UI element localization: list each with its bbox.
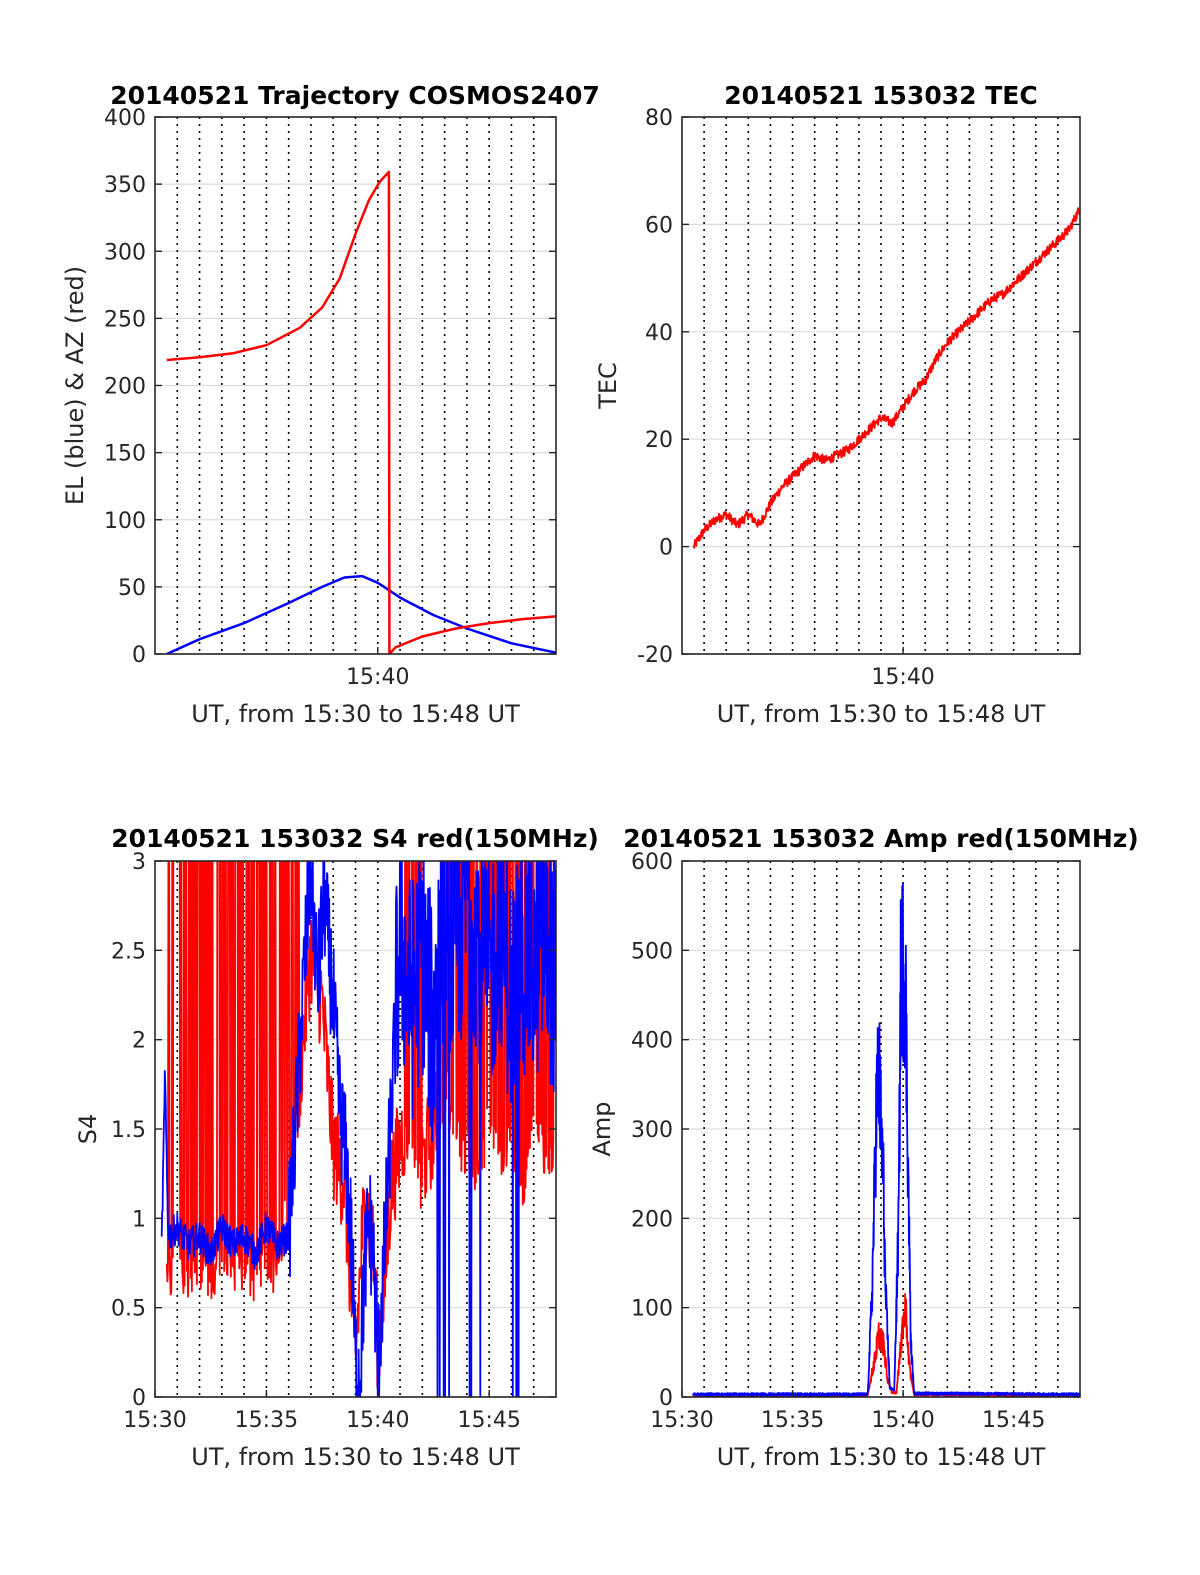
y-tick-label: 3 bbox=[132, 850, 146, 875]
y-tick-label: 400 bbox=[631, 1029, 673, 1054]
x-tick-label: 15:30 bbox=[123, 1408, 186, 1433]
panel-title: 20140521 153032 S4 red(150MHz) bbox=[111, 824, 599, 853]
y-tick-label: 100 bbox=[104, 509, 146, 534]
y-tick-label: -20 bbox=[637, 643, 673, 668]
y-axis-label: S4 bbox=[74, 1114, 102, 1145]
y-tick-label: 200 bbox=[104, 375, 146, 400]
x-axis-label: UT, from 15:30 to 15:48 UT bbox=[191, 1443, 520, 1471]
y-tick-label: 20 bbox=[645, 428, 673, 453]
y-tick-label: 40 bbox=[645, 321, 673, 346]
y-tick-label: 150 bbox=[104, 442, 146, 467]
amp-panel: 20140521 153032 Amp red(150MHz) UT, from… bbox=[588, 824, 1139, 1471]
y-tick-label: 0 bbox=[659, 1386, 673, 1411]
y-tick-label: 0 bbox=[659, 536, 673, 561]
x-axis-label: UT, from 15:30 to 15:48 UT bbox=[191, 700, 520, 728]
y-tick-label: 1.5 bbox=[111, 1118, 146, 1143]
s4-panel: 20140521 153032 S4 red(150MHz) UT, from … bbox=[74, 824, 599, 1471]
panel-title: 20140521 Trajectory COSMOS2407 bbox=[110, 81, 600, 110]
x-axis-label: UT, from 15:30 to 15:48 UT bbox=[717, 700, 1046, 728]
panel-title: 20140521 153032 Amp red(150MHz) bbox=[623, 824, 1139, 853]
y-axis-label: TEC bbox=[594, 362, 622, 410]
y-tick-label: 200 bbox=[631, 1207, 673, 1232]
x-tick-label: 15:40 bbox=[346, 1408, 409, 1433]
y-tick-label: 2 bbox=[132, 1029, 146, 1054]
y-tick-label: 350 bbox=[104, 173, 146, 198]
y-tick-label: 60 bbox=[645, 213, 673, 238]
red-series-line bbox=[166, 170, 556, 654]
y-tick-label: 2.5 bbox=[111, 939, 146, 964]
y-tick-label: 300 bbox=[104, 240, 146, 265]
y-tick-label: 50 bbox=[118, 576, 146, 601]
x-tick-label: 15:40 bbox=[871, 1408, 934, 1433]
x-axis-label: UT, from 15:30 to 15:48 UT bbox=[717, 1443, 1046, 1471]
y-tick-label: 400 bbox=[104, 106, 146, 131]
blue-series-line bbox=[692, 883, 1080, 1397]
x-tick-label: 15:45 bbox=[457, 1408, 520, 1433]
y-tick-label: 100 bbox=[631, 1297, 673, 1322]
y-tick-label: 0.5 bbox=[111, 1297, 146, 1322]
y-tick-label: 0 bbox=[132, 1386, 146, 1411]
x-tick-label: 15:35 bbox=[235, 1408, 298, 1433]
y-tick-label: 250 bbox=[104, 307, 146, 332]
y-axis-label: Amp bbox=[588, 1101, 616, 1156]
panel-title: 20140521 153032 TEC bbox=[724, 81, 1037, 110]
y-tick-label: 500 bbox=[631, 939, 673, 964]
tec-panel: 20140521 153032 TEC UT, from 15:30 to 15… bbox=[594, 81, 1081, 728]
y-tick-label: 300 bbox=[631, 1118, 673, 1143]
y-axis-label: EL (blue) & AZ (red) bbox=[61, 266, 89, 505]
axes-box bbox=[681, 116, 1081, 655]
y-tick-label: 600 bbox=[631, 850, 673, 875]
x-tick-label: 15:40 bbox=[871, 665, 934, 690]
x-tick-label: 15:35 bbox=[761, 1408, 824, 1433]
plot-area bbox=[682, 117, 1080, 654]
x-tick-label: 15:30 bbox=[650, 1408, 713, 1433]
blue-series-line bbox=[166, 574, 556, 654]
y-tick-label: 1 bbox=[132, 1207, 146, 1232]
y-tick-label: 0 bbox=[132, 643, 146, 668]
red-series-line bbox=[692, 207, 1080, 549]
x-tick-label: 15:40 bbox=[346, 665, 409, 690]
y-tick-label: 80 bbox=[645, 106, 673, 131]
trajectory-panel: 20140521 Trajectory COSMOS2407 UT, from … bbox=[61, 81, 600, 728]
blue-series-line bbox=[160, 861, 556, 1397]
x-tick-label: 15:45 bbox=[982, 1408, 1045, 1433]
